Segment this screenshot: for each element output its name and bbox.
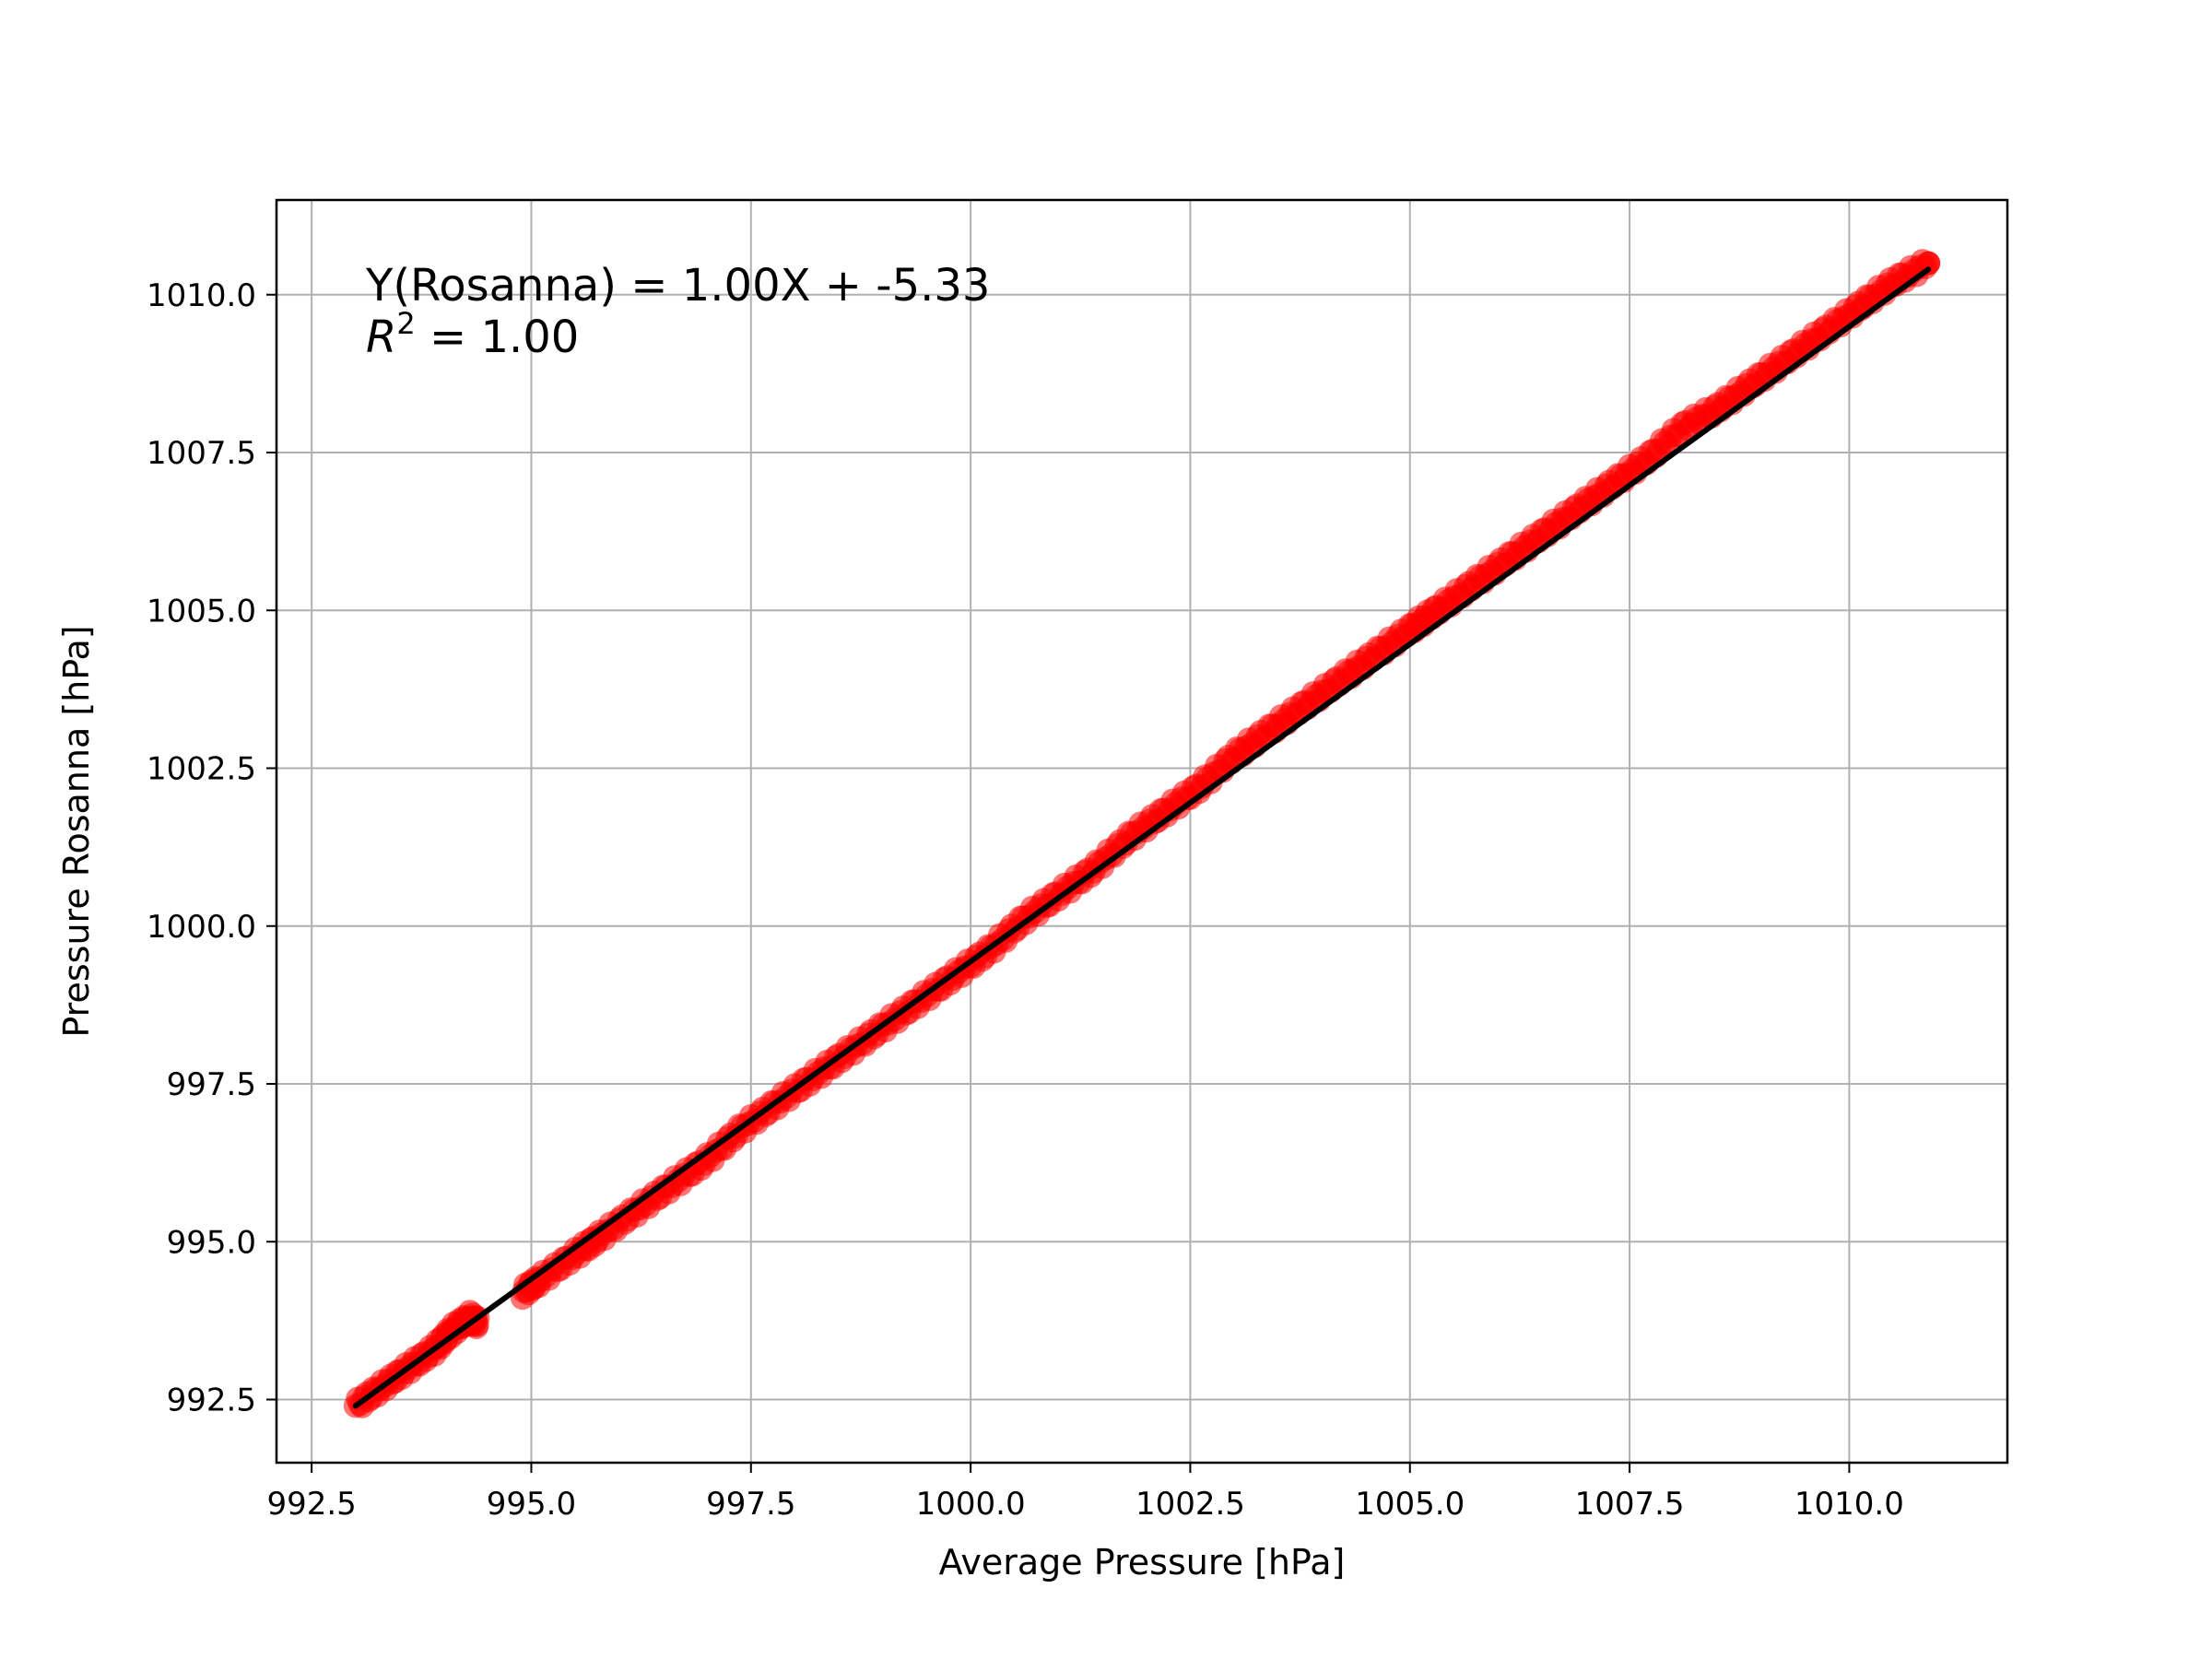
y-tick-label: 992.5	[167, 1382, 256, 1419]
x-axis-label: Average Pressure [hPa]	[939, 1542, 1346, 1583]
axis-ticks: 992.5 995.0 997.5 1000.0 1002.5 1005.0 1007.5 1…	[147, 277, 1904, 1523]
r-squared-symbol: R	[366, 312, 396, 363]
x-tick-label: 1005.0	[1355, 1486, 1465, 1523]
y-tick-label: 1007.5	[147, 435, 256, 472]
fit-line	[352, 266, 1932, 1409]
x-tick-label: 997.5	[706, 1486, 795, 1523]
y-tick-label: 1000.0	[147, 909, 256, 946]
y-tick-label: 1010.0	[147, 277, 256, 314]
plot-frame	[275, 198, 2009, 1465]
y-tick-label: 1002.5	[147, 751, 256, 788]
r-squared-exponent: 2	[396, 306, 415, 341]
x-tick-label: 1000.0	[916, 1486, 1026, 1523]
regression-equation: Y(Rosanna) = 1.00X + -5.33	[365, 260, 990, 312]
x-tick-label: 1002.5	[1135, 1486, 1245, 1523]
grid	[276, 200, 2007, 1463]
r-squared-value: = 1.00	[416, 312, 580, 363]
scatter-point	[1916, 251, 1941, 276]
regression-line	[352, 266, 1932, 1409]
y-tick-label: 1005.0	[147, 593, 256, 629]
y-axis-label: Pressure Rosanna [hPa]	[56, 625, 97, 1037]
y-tick-label: 995.0	[167, 1224, 256, 1261]
x-tick-label: 992.5	[266, 1486, 356, 1523]
y-tick-label: 997.5	[167, 1066, 256, 1103]
x-tick-label: 1007.5	[1575, 1486, 1685, 1523]
x-tick-label: 1010.0	[1794, 1486, 1904, 1523]
r-squared-annotation: R2 = 1.00	[366, 306, 579, 363]
x-tick-label: 995.0	[487, 1486, 576, 1523]
